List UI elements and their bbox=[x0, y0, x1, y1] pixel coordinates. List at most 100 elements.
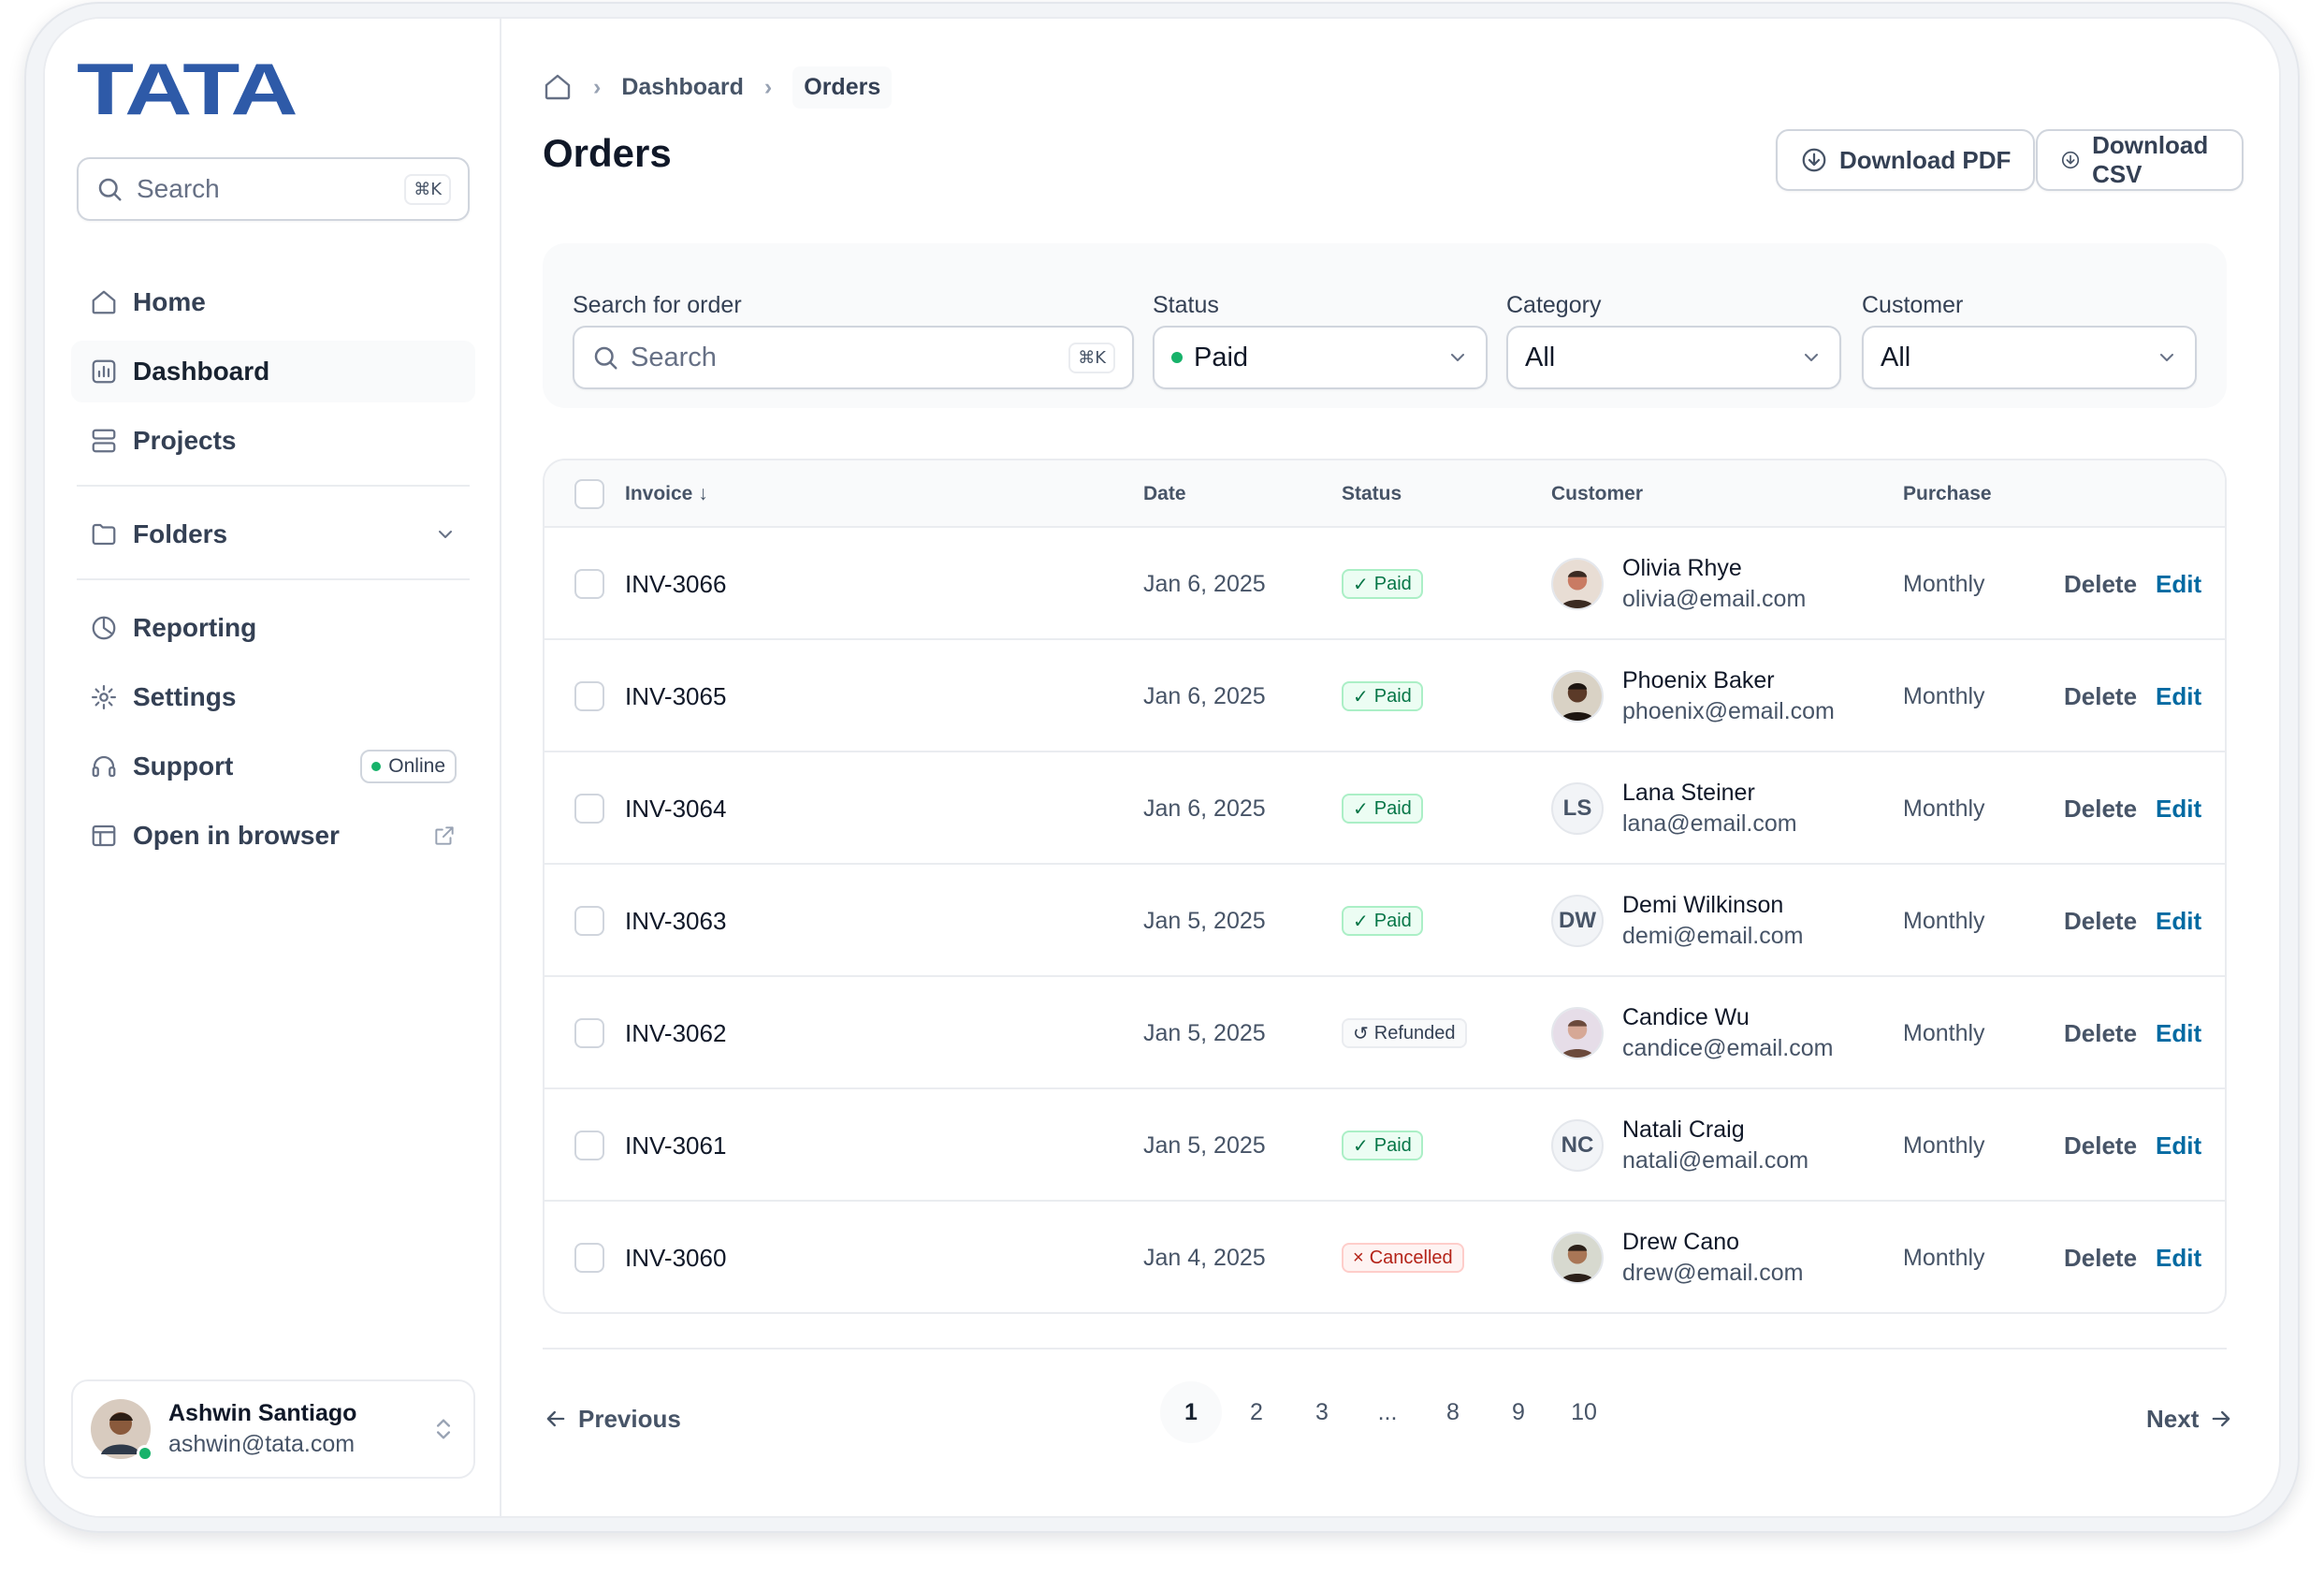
edit-button[interactable]: Edit bbox=[2156, 1131, 2202, 1160]
invoice-id[interactable]: INV-3064 bbox=[625, 794, 727, 823]
arrow-right-icon bbox=[2213, 1410, 2230, 1427]
table-row[interactable]: INV-3065 Jan 6, 2025 ✓ Paid Phoenix Bake… bbox=[545, 640, 2225, 752]
sidebar-item-folders[interactable]: Folders bbox=[71, 503, 475, 565]
download-pdf-button[interactable]: Download PDF bbox=[1776, 129, 2036, 191]
sidebar-item-projects[interactable]: Projects bbox=[71, 410, 475, 472]
sidebar-item-support[interactable]: Support Online bbox=[71, 736, 475, 797]
edit-button[interactable]: Edit bbox=[2156, 569, 2202, 598]
column-invoice[interactable]: Invoice ↓ bbox=[625, 483, 708, 505]
sidebar-item-reporting[interactable]: Reporting bbox=[71, 597, 475, 659]
category-select[interactable]: All bbox=[1506, 326, 1841, 389]
row-checkbox[interactable] bbox=[574, 1018, 604, 1048]
delete-button[interactable]: Delete bbox=[2064, 1243, 2138, 1272]
category-select-value: All bbox=[1525, 342, 1556, 372]
bar-chart-icon bbox=[92, 359, 116, 384]
table-row[interactable]: INV-3064 Jan 6, 2025 ✓ Paid LS Lana Stei… bbox=[545, 752, 2225, 865]
delete-button[interactable]: Delete bbox=[2064, 1131, 2138, 1160]
page-number[interactable]: 9 bbox=[1512, 1398, 1525, 1425]
sidebar-item-open-in-browser[interactable]: Open in browser bbox=[71, 805, 475, 867]
invoice-id[interactable]: INV-3063 bbox=[625, 906, 727, 935]
support-icon bbox=[92, 755, 116, 778]
delete-button[interactable]: Delete bbox=[2064, 794, 2138, 823]
arrow-left-icon bbox=[546, 1410, 565, 1427]
status-select[interactable]: Paid bbox=[1153, 326, 1488, 389]
tata-logo[interactable]: TATA bbox=[77, 48, 298, 130]
row-checkbox[interactable] bbox=[574, 794, 604, 824]
order-search-placeholder: Search bbox=[631, 342, 717, 372]
customer-cell: Phoenix Baker phoenix@email.com bbox=[1551, 640, 1835, 752]
status-badge: ✓ Paid bbox=[1342, 794, 1423, 824]
order-date: Jan 5, 2025 bbox=[1143, 1019, 1266, 1046]
row-checkbox[interactable] bbox=[574, 569, 604, 599]
download-icon bbox=[1802, 148, 1826, 172]
page-ellipsis: ... bbox=[1377, 1398, 1398, 1425]
row-checkbox[interactable] bbox=[574, 1243, 604, 1273]
order-search-input[interactable]: Search ⌘K bbox=[573, 326, 1134, 389]
table-row[interactable]: INV-3063 Jan 5, 2025 ✓ Paid DW Demi Wilk… bbox=[545, 865, 2225, 977]
chevron-selector-icon bbox=[437, 1419, 450, 1439]
purchase-type: Monthly bbox=[1903, 1244, 1985, 1271]
edit-button[interactable]: Edit bbox=[2156, 1018, 2202, 1047]
sidebar-item-label: Open in browser bbox=[133, 821, 340, 850]
search-filter-label: Search for order bbox=[573, 292, 742, 318]
row-actions: Delete Edit bbox=[2064, 640, 2201, 752]
customer-cell: Olivia Rhye olivia@email.com bbox=[1551, 528, 1806, 640]
table-row[interactable]: INV-3066 Jan 6, 2025 ✓ Paid Olivia Rhye … bbox=[545, 528, 2225, 640]
table-row[interactable]: INV-3060 Jan 4, 2025 × Cancelled Drew Ca… bbox=[545, 1202, 2225, 1312]
breadcrumb-dashboard[interactable]: Dashboard bbox=[621, 73, 744, 100]
home-icon[interactable] bbox=[543, 72, 573, 102]
row-checkbox[interactable] bbox=[574, 1131, 604, 1160]
page-number[interactable]: 3 bbox=[1315, 1398, 1329, 1425]
edit-button[interactable]: Edit bbox=[2156, 1243, 2202, 1272]
page-number[interactable]: 2 bbox=[1250, 1398, 1263, 1425]
page-number[interactable]: 8 bbox=[1446, 1398, 1460, 1425]
sidebar-item-home[interactable]: Home bbox=[71, 271, 475, 333]
delete-button[interactable]: Delete bbox=[2064, 569, 2138, 598]
purchase-type: Monthly bbox=[1903, 1131, 1985, 1159]
sidebar: TATA Search ⌘K Home Dashboard Projects F… bbox=[45, 19, 501, 1516]
invoice-id[interactable]: INV-3065 bbox=[625, 681, 727, 710]
refund-icon: ↺ bbox=[1353, 1023, 1369, 1044]
status-cell: ✓ Paid bbox=[1342, 528, 1423, 640]
breadcrumb-orders[interactable]: Orders bbox=[792, 66, 893, 109]
check-icon: ✓ bbox=[1353, 1135, 1369, 1157]
row-checkbox[interactable] bbox=[574, 681, 604, 711]
customer-select-value: All bbox=[1881, 342, 1911, 372]
purchase-type: Monthly bbox=[1903, 570, 1985, 597]
browser-icon bbox=[92, 824, 116, 847]
next-page-button[interactable]: Next bbox=[2146, 1391, 2234, 1447]
online-dot-icon bbox=[371, 762, 382, 771]
delete-button[interactable]: Delete bbox=[2064, 1018, 2138, 1047]
download-csv-button[interactable]: Download CSV bbox=[2036, 129, 2244, 191]
delete-button[interactable]: Delete bbox=[2064, 906, 2138, 935]
sidebar-item-settings[interactable]: Settings bbox=[71, 666, 475, 728]
row-actions: Delete Edit bbox=[2064, 528, 2201, 640]
invoice-id[interactable]: INV-3062 bbox=[625, 1018, 727, 1047]
search-icon bbox=[98, 178, 122, 201]
select-all-checkbox[interactable] bbox=[574, 479, 604, 509]
gear-icon bbox=[92, 685, 116, 709]
customer-cell: DW Demi Wilkinson demi@email.com bbox=[1551, 865, 1803, 977]
table-row[interactable]: INV-3062 Jan 5, 2025 ↺ Refunded Candice … bbox=[545, 977, 2225, 1089]
invoice-id[interactable]: INV-3061 bbox=[625, 1131, 727, 1160]
customer-avatar bbox=[1551, 1007, 1604, 1059]
sidebar-item-dashboard[interactable]: Dashboard bbox=[71, 341, 475, 402]
invoice-id[interactable]: INV-3066 bbox=[625, 569, 727, 598]
customer-select[interactable]: All bbox=[1862, 326, 2197, 389]
invoice-id[interactable]: INV-3060 bbox=[625, 1243, 727, 1272]
previous-page-button[interactable]: Previous bbox=[543, 1391, 681, 1447]
page-number[interactable]: 10 bbox=[1571, 1398, 1597, 1425]
paid-dot-icon bbox=[1171, 352, 1183, 363]
page-number[interactable]: 1 bbox=[1160, 1381, 1222, 1443]
sidebar-item-label: Reporting bbox=[133, 613, 257, 642]
sidebar-item-label: Settings bbox=[133, 682, 237, 711]
sidebar-search-input[interactable]: Search ⌘K bbox=[77, 157, 470, 221]
user-account-card[interactable]: Ashwin Santiago ashwin@tata.com bbox=[71, 1379, 475, 1479]
delete-button[interactable]: Delete bbox=[2064, 681, 2138, 710]
edit-button[interactable]: Edit bbox=[2156, 794, 2202, 823]
edit-button[interactable]: Edit bbox=[2156, 906, 2202, 935]
row-checkbox[interactable] bbox=[574, 906, 604, 936]
table-row[interactable]: INV-3061 Jan 5, 2025 ✓ Paid NC Natali Cr… bbox=[545, 1089, 2225, 1202]
status-label: Cancelled bbox=[1369, 1247, 1453, 1268]
edit-button[interactable]: Edit bbox=[2156, 681, 2202, 710]
